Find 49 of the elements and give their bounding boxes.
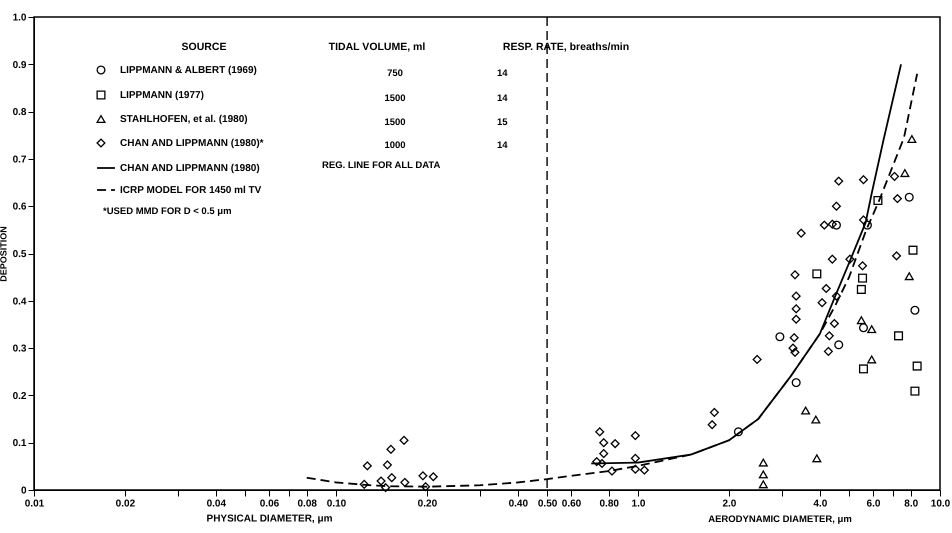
annotation: 15 [497, 117, 508, 128]
annotation: 1500 [384, 93, 406, 104]
legend-label: CHAN AND LIPPMANN (1980) [120, 163, 260, 174]
x-axis-title: PHYSICAL DIAMETER, μm [206, 514, 333, 524]
y-tick-label: 0.2 [12, 390, 27, 402]
x-tick-label: 0.80 [600, 498, 620, 510]
annotation: REG. LINE FOR ALL DATA [322, 160, 441, 171]
x-tick-label: 2.0 [722, 498, 737, 510]
y-tick-label: 0.6 [12, 202, 27, 213]
annotation: TIDAL VOLUME, ml [328, 41, 426, 53]
text: AERODYNAMIC DIAMETER, μm [708, 514, 852, 525]
y-tick-label: 0.9 [12, 60, 27, 71]
x-tick-label: 0.50 [538, 498, 558, 510]
y-tick-label: 0 [20, 486, 27, 496]
x-tick-label: 0.01 [24, 498, 45, 510]
x-tick-label: 0.06 [260, 498, 280, 510]
x-tick-label: 0.04 [206, 498, 226, 510]
y-tick-label: 0.4 [12, 296, 27, 308]
x-tick-label: 0.08 [298, 498, 318, 510]
x-tick-label: 10.0 [930, 498, 951, 510]
x-tick-label: 0.60 [562, 498, 582, 510]
annotation: 14 [497, 140, 508, 151]
x-tick-label: 8.0 [904, 498, 919, 510]
legend-label: CHAN AND LIPPMANN (1980)* [120, 138, 264, 149]
y-axis-title: DEPOSITION [0, 226, 9, 282]
annotation: 1500 [384, 117, 406, 128]
y-tick-label: 1.0 [12, 12, 27, 24]
annotation: 1000 [384, 140, 406, 151]
x-tick-label: 0.02 [116, 498, 136, 510]
y-tick-label: 0.5 [12, 249, 27, 260]
annotation: 14 [497, 93, 508, 104]
legend-label: LIPPMANN (1977) [120, 90, 204, 101]
y-tick-label: 0.3 [12, 344, 27, 355]
x-tick-label: 6.0 [866, 498, 881, 510]
annotation: SOURCE [182, 41, 226, 53]
legend-label: ICRP MODEL FOR 1450 ml TV [120, 185, 262, 196]
y-tick-label: 0.7 [12, 154, 27, 166]
annotation: *USED MMD FOR D < 0.5 μm [103, 206, 232, 217]
x-tick-label: 4.0 [813, 498, 828, 510]
legend-label: STAHLHOFEN, et al. (1980) [120, 114, 248, 125]
y-tick-label: 0.8 [12, 107, 27, 118]
y-tick-label: 0.1 [12, 438, 27, 450]
annotation: 14 [497, 68, 508, 79]
x-tick-label: 0.20 [418, 498, 438, 510]
x-tick-label: 0.10 [326, 498, 347, 510]
legend-label: LIPPMANN & ALBERT (1969) [120, 65, 257, 76]
x-tick-label: 1.0 [632, 498, 646, 510]
annotation: 750 [387, 68, 403, 79]
x-tick-label: 0.40 [508, 498, 528, 510]
